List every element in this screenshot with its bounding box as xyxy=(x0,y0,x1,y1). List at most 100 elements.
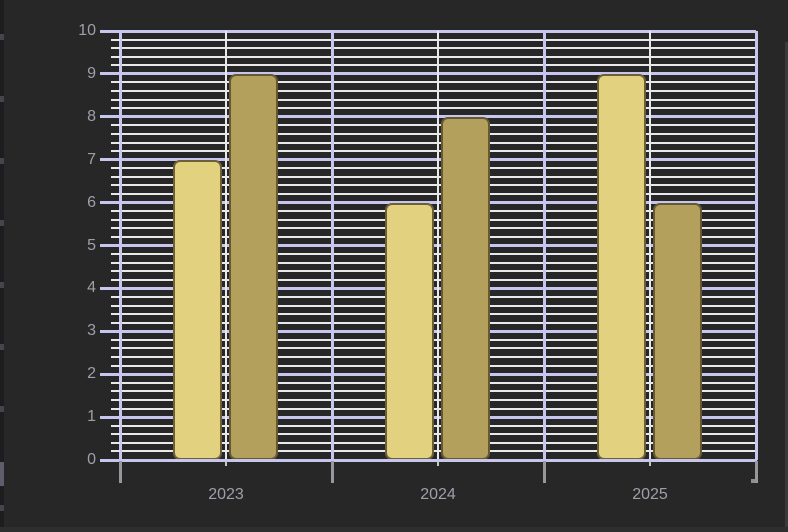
y-axis-minor-tick xyxy=(111,81,120,84)
y-axis-major-tick xyxy=(100,286,120,290)
x-axis-major-tick xyxy=(331,461,334,483)
y-axis-major-tick xyxy=(100,158,120,162)
y-axis-minor-tick xyxy=(111,347,120,350)
y-axis-major-tick xyxy=(100,458,120,462)
bar-2023-series-2 xyxy=(229,73,278,460)
y-tick-label: 6 xyxy=(87,193,96,211)
y-axis-minor-tick xyxy=(111,390,120,393)
left-edge-dot xyxy=(0,96,4,102)
y-axis-minor-tick xyxy=(111,47,120,50)
y-axis-minor-tick xyxy=(111,321,120,324)
x-category-label: 2023 xyxy=(208,486,244,503)
plot-area xyxy=(120,29,758,460)
bar-2024-series-1 xyxy=(385,202,434,460)
y-axis-minor-tick xyxy=(111,424,120,427)
bottom-window-edge xyxy=(0,527,788,532)
y-tick-label: 5 xyxy=(87,236,96,254)
y-axis-minor-tick xyxy=(111,184,120,187)
left-edge-dot xyxy=(0,220,4,226)
left-window-edge xyxy=(0,0,4,532)
y-axis-minor-tick xyxy=(111,278,120,281)
y-tick-label: 3 xyxy=(87,322,96,340)
y-axis-minor-tick xyxy=(111,167,120,170)
y-axis-major-tick xyxy=(100,415,120,419)
gridline-major-vertical xyxy=(754,31,758,460)
x-axis-line xyxy=(100,458,757,462)
right-window-edge xyxy=(785,42,788,532)
y-axis-minor-tick xyxy=(111,193,120,196)
y-axis-major-tick xyxy=(100,72,120,76)
x-category-label: 2024 xyxy=(420,486,456,503)
x-axis-major-tick xyxy=(543,461,546,483)
bar-2025-series-2 xyxy=(653,202,702,460)
y-axis-minor-tick xyxy=(111,295,120,298)
bar-2025-series-1 xyxy=(597,73,646,460)
y-axis-minor-tick xyxy=(111,227,120,230)
gridline-minor-vertical xyxy=(649,31,651,460)
y-axis-major-tick xyxy=(100,115,120,119)
x-axis-minor-tick xyxy=(437,461,439,466)
y-axis-minor-tick xyxy=(111,364,120,367)
y-axis-major-tick xyxy=(100,329,120,333)
bar-2024-series-2 xyxy=(441,116,490,460)
y-axis-minor-tick xyxy=(111,98,120,101)
gridline-major-vertical xyxy=(542,31,546,460)
left-edge-axis-sliver xyxy=(0,462,4,486)
left-edge-dot xyxy=(0,406,4,412)
left-edge-dot xyxy=(0,34,4,40)
y-axis-line xyxy=(118,31,122,462)
y-axis-minor-tick xyxy=(111,210,120,213)
y-axis-minor-tick xyxy=(111,338,120,341)
y-axis-minor-tick xyxy=(111,450,120,453)
y-tick-label: 4 xyxy=(87,279,96,297)
y-tick-label: 8 xyxy=(87,107,96,125)
x-axis-major-tick xyxy=(119,461,122,483)
left-edge-dot xyxy=(0,505,4,511)
y-axis-minor-tick xyxy=(111,441,120,444)
y-axis-minor-tick xyxy=(111,218,120,221)
y-axis-minor-tick xyxy=(111,175,120,178)
gridline-minor-vertical xyxy=(225,31,227,460)
y-tick-label: 7 xyxy=(87,150,96,168)
left-edge-dot xyxy=(0,344,4,350)
y-tick-label: 2 xyxy=(87,365,96,383)
y-axis-minor-tick xyxy=(111,64,120,67)
y-axis-major-tick xyxy=(100,29,120,33)
y-axis-minor-tick xyxy=(111,38,120,41)
bar-2023-series-1 xyxy=(173,159,222,460)
y-tick-label: 10 xyxy=(78,22,96,39)
y-axis-minor-tick xyxy=(111,253,120,256)
y-axis-major-tick xyxy=(100,201,120,205)
y-axis-minor-tick xyxy=(111,398,120,401)
x-category-label: 2025 xyxy=(632,486,668,503)
y-axis-minor-tick xyxy=(111,124,120,127)
left-edge-dot xyxy=(0,158,4,164)
y-axis-minor-tick xyxy=(111,150,120,153)
y-axis-minor-tick xyxy=(111,141,120,144)
y-axis-minor-tick xyxy=(111,55,120,58)
x-axis-minor-tick xyxy=(649,461,651,466)
left-edge-dot xyxy=(0,282,4,288)
y-axis-minor-tick xyxy=(111,270,120,273)
y-axis-minor-tick xyxy=(111,407,120,410)
y-axis-major-tick xyxy=(100,244,120,247)
resize-grip-dot xyxy=(751,479,756,483)
y-axis-minor-tick xyxy=(111,107,120,110)
y-axis-minor-tick xyxy=(111,433,120,436)
y-axis-major-tick xyxy=(100,372,120,376)
y-axis-minor-tick xyxy=(111,313,120,316)
y-axis-minor-tick xyxy=(111,356,120,359)
y-tick-label: 1 xyxy=(87,408,96,426)
gridline-minor-vertical xyxy=(437,31,439,460)
y-axis-minor-tick xyxy=(111,235,120,238)
x-axis-major-tick xyxy=(755,461,758,483)
gridline-major-vertical xyxy=(330,31,334,460)
x-axis-minor-tick xyxy=(225,461,227,466)
y-tick-label: 0 xyxy=(87,451,96,468)
y-tick-label: 9 xyxy=(87,64,96,82)
y-axis-minor-tick xyxy=(111,304,120,307)
y-axis-minor-tick xyxy=(111,132,120,135)
y-axis-minor-tick xyxy=(111,261,120,264)
y-axis-minor-tick xyxy=(111,90,120,93)
